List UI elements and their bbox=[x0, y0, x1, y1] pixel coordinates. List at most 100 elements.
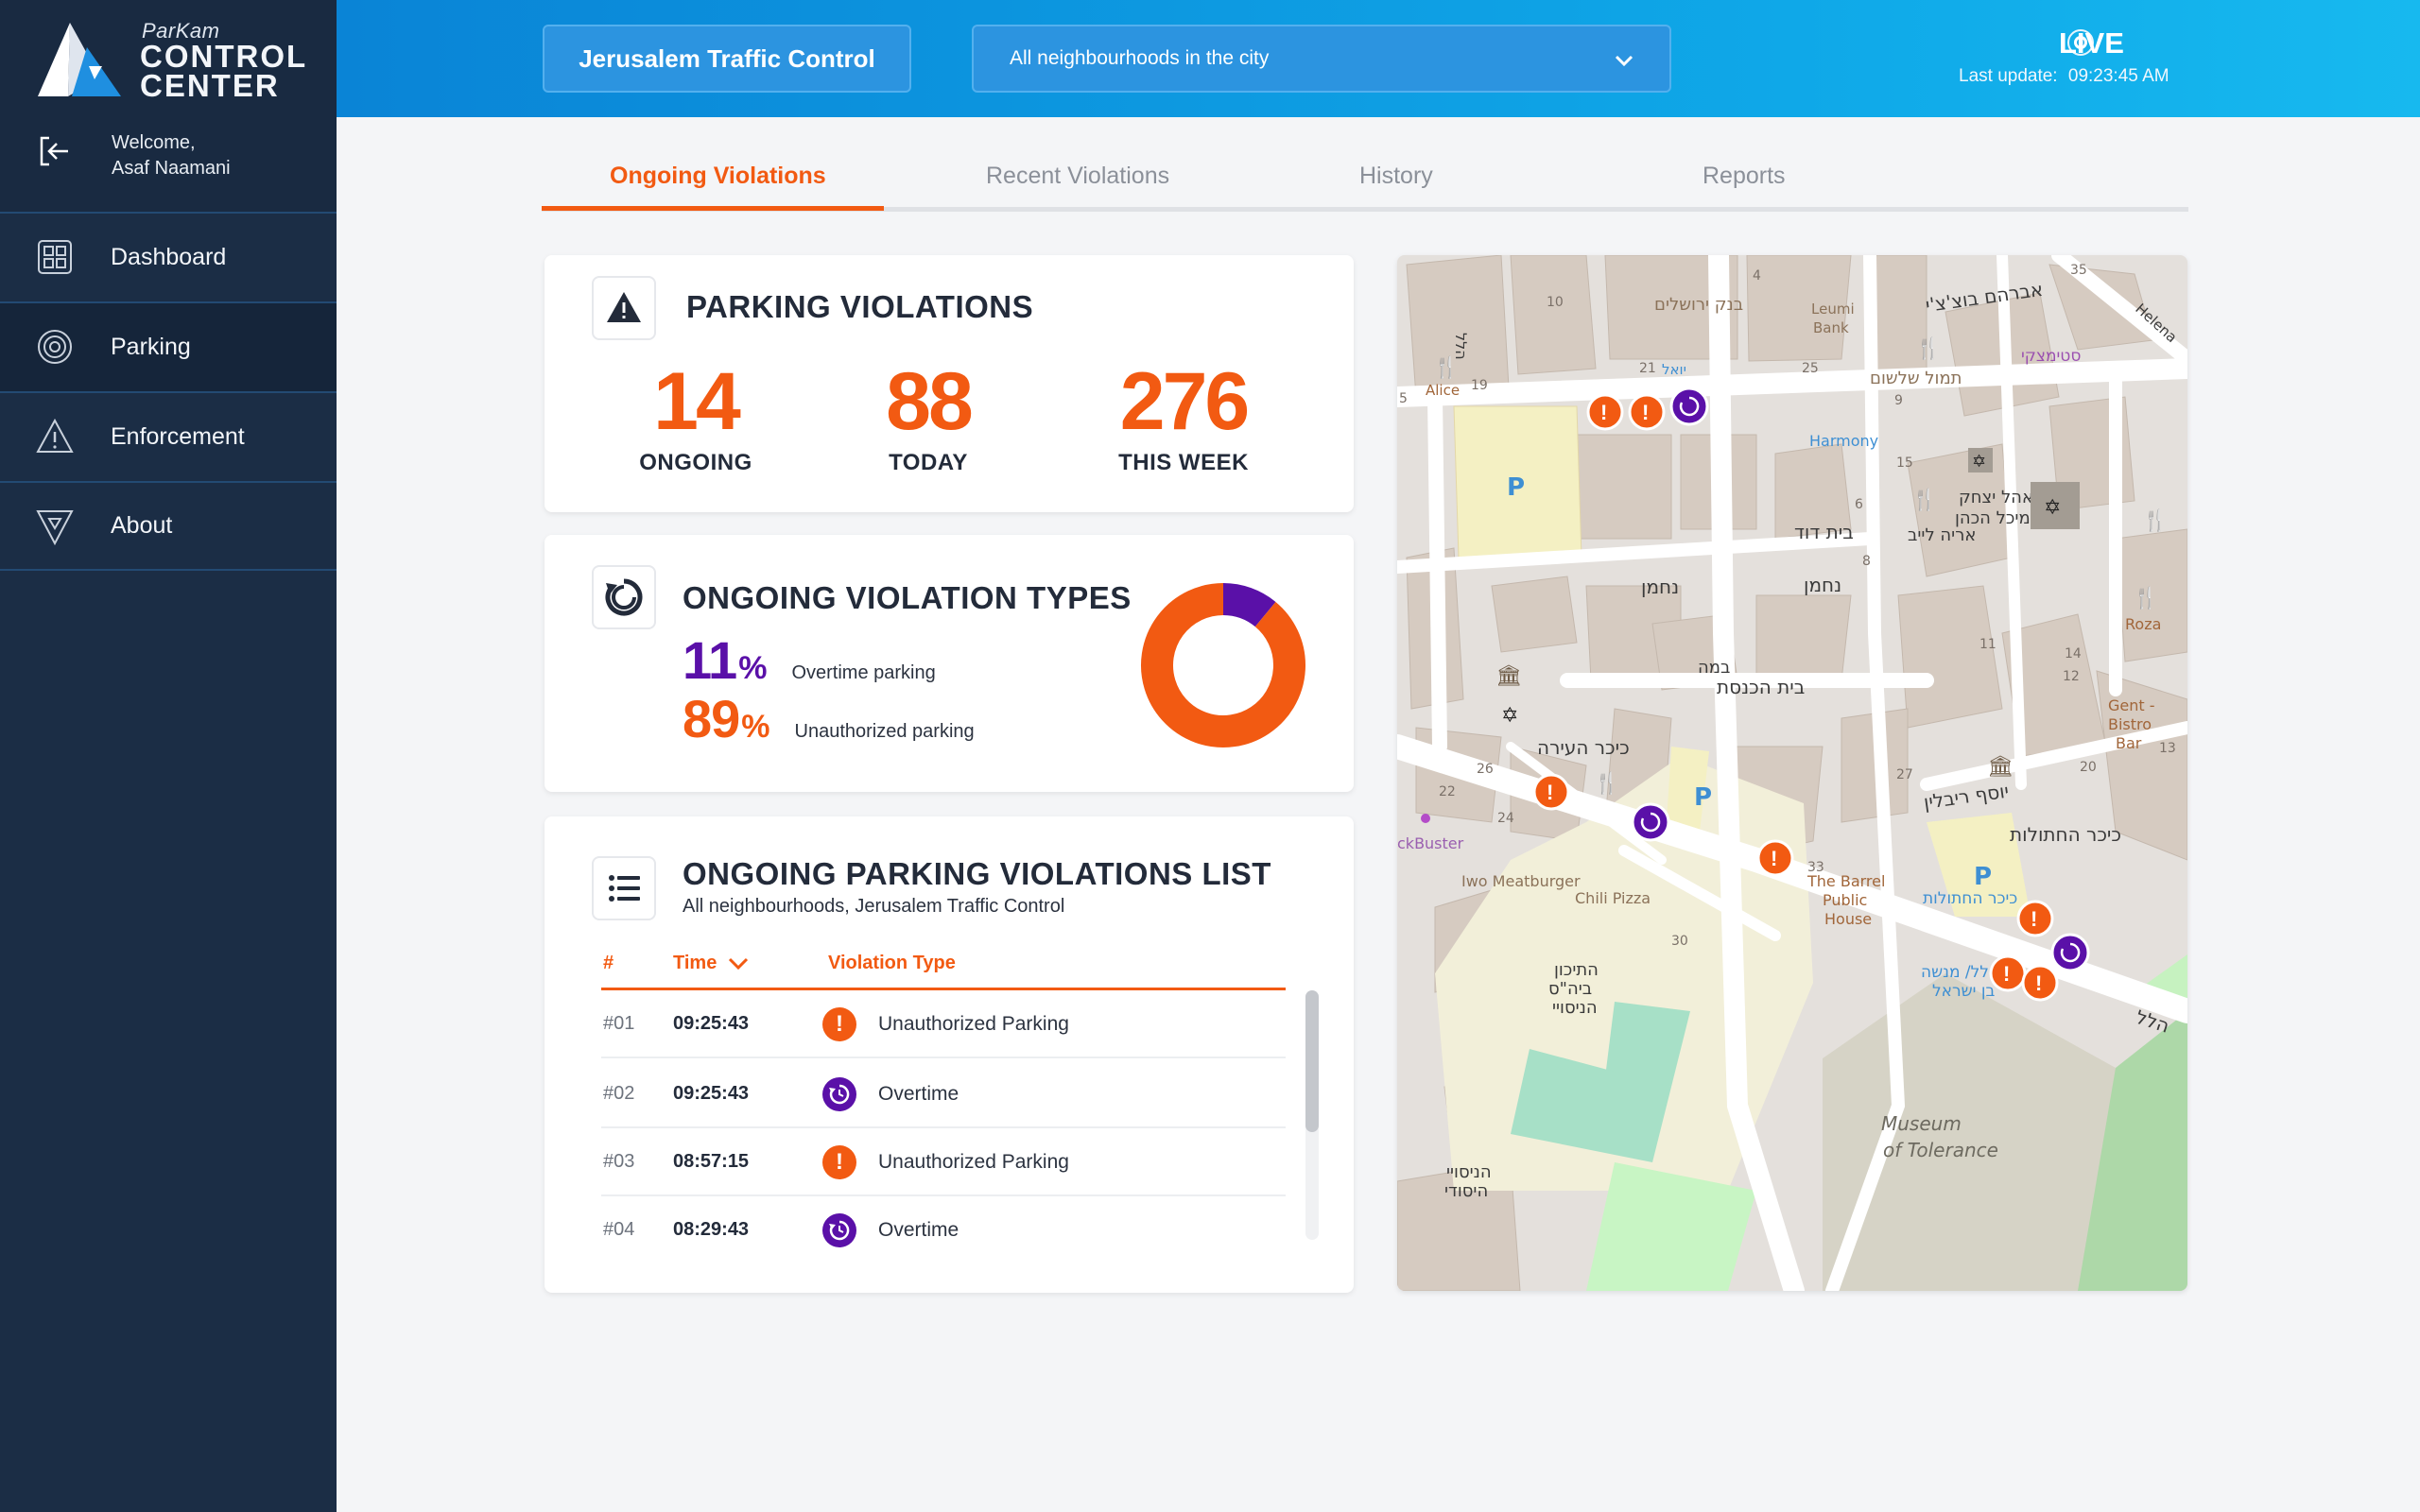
violation-markers[interactable]: ! ! ! ! ! ! ! bbox=[1532, 387, 2090, 1002]
svg-text:!: ! bbox=[1547, 781, 1553, 804]
row-time: 08:29:43 bbox=[673, 1219, 750, 1240]
svg-text:Museum: Museum bbox=[1881, 1112, 1962, 1135]
tab-reports[interactable]: Reports bbox=[1703, 163, 1786, 189]
svg-text:P: P bbox=[1974, 863, 1992, 891]
welcome-block bbox=[0, 117, 337, 212]
stat-value: 276 bbox=[1119, 356, 1251, 447]
top-header: Jerusalem Traffic Control All neighbourh… bbox=[337, 0, 2420, 117]
type-row-overtime: 11 % Overtime parking bbox=[683, 629, 936, 691]
stat-this-week: 276 THIS WEEK bbox=[1070, 359, 1297, 476]
svg-text:House: House bbox=[1824, 910, 1872, 928]
list-scrollbar-thumb[interactable] bbox=[1305, 990, 1319, 1132]
svg-text:of Tolerance: of Tolerance bbox=[1883, 1139, 1998, 1161]
unauthorized-alert-icon: ! bbox=[822, 1007, 856, 1041]
column-header-time[interactable]: Time bbox=[673, 953, 749, 974]
map-canvas[interactable]: Alice Leumi Bank Harmony Roza Gent - Bis… bbox=[1397, 255, 2187, 1291]
svg-text:25: 25 bbox=[1802, 361, 1819, 376]
table-row[interactable]: #01 09:25:43 ! Unauthorized Parking bbox=[601, 990, 1286, 1058]
overtime-marker bbox=[1631, 802, 1670, 842]
svg-text:Bar: Bar bbox=[2116, 734, 2142, 752]
map-poi-icons: 🍴 🍴 🍴 🍴 🍴 🍴 ✡ ✡ ✡ 🏛 🏛 bbox=[1421, 336, 2168, 823]
svg-text:!: ! bbox=[2031, 907, 2037, 931]
unauthorized-marker: ! bbox=[2016, 900, 2054, 937]
row-number: #01 bbox=[603, 1013, 635, 1034]
svg-text:33: 33 bbox=[1807, 860, 1824, 875]
violations-list-card: ONGOING PARKING VIOLATIONS LIST All neig… bbox=[544, 816, 1354, 1293]
row-time: 08:57:15 bbox=[673, 1151, 750, 1172]
tab-ongoing-violations[interactable]: Ongoing Violations bbox=[610, 163, 826, 189]
user-name: Asaf Naamani bbox=[112, 158, 231, 179]
last-update-label: Last update: bbox=[1959, 66, 2058, 86]
brand-small-text: ParKam bbox=[142, 19, 220, 43]
warning-icon bbox=[607, 292, 641, 322]
svg-text:9: 9 bbox=[1894, 393, 1903, 408]
neighbourhood-select[interactable]: All neighbourhoods in the city bbox=[972, 25, 1671, 93]
overtime-marker bbox=[2050, 933, 2090, 972]
unauthorized-marker: ! bbox=[1532, 773, 1570, 811]
list-scrollbar[interactable] bbox=[1305, 990, 1319, 1240]
table-row[interactable]: #03 08:57:15 ! Unauthorized Parking bbox=[601, 1128, 1286, 1196]
brand-title-line2: CENTER bbox=[140, 68, 280, 103]
card-title: PARKING VIOLATIONS bbox=[686, 289, 1034, 324]
svg-text:8: 8 bbox=[1862, 554, 1871, 569]
map-roads bbox=[1397, 255, 2187, 1291]
tab-recent-violations[interactable]: Recent Violations bbox=[986, 163, 1170, 189]
sports-field bbox=[1511, 1049, 1671, 1162]
svg-text:5: 5 bbox=[1399, 391, 1408, 406]
card-icon-box bbox=[592, 276, 656, 340]
svg-text:Harmony: Harmony bbox=[1809, 432, 1878, 450]
restaurant-icon: 🍴 bbox=[1911, 488, 1937, 512]
row-number: #04 bbox=[603, 1219, 635, 1240]
svg-text:נחמן: נחמן bbox=[1804, 574, 1841, 596]
sidebar-item-enforcement[interactable]: Enforcement bbox=[0, 391, 337, 481]
svg-text:10: 10 bbox=[1547, 295, 1564, 310]
svg-text:התיכון: התיכון bbox=[1554, 960, 1599, 980]
violation-types-donut-chart bbox=[1141, 583, 1305, 747]
logout-icon[interactable] bbox=[36, 132, 74, 170]
last-update-time: 09:23:45 AM bbox=[2067, 66, 2169, 86]
svg-text:Alice: Alice bbox=[1426, 382, 1460, 399]
organization-button[interactable]: Jerusalem Traffic Control bbox=[543, 25, 911, 93]
sidebar-item-dashboard[interactable]: Dashboard bbox=[0, 212, 337, 301]
svg-text:!: ! bbox=[1642, 401, 1649, 424]
row-number: #03 bbox=[603, 1151, 635, 1172]
table-row[interactable]: #04 08:29:43 Overtime bbox=[601, 1196, 1286, 1264]
list-icon bbox=[609, 875, 640, 902]
tab-history[interactable]: History bbox=[1359, 163, 1433, 189]
sidebar-item-parking[interactable]: Parking bbox=[0, 301, 337, 391]
unauthorized-marker: ! bbox=[2021, 964, 2059, 1002]
restaurant-icon: 🍴 bbox=[2133, 586, 2158, 610]
pct-label: Unauthorized parking bbox=[794, 721, 975, 742]
svg-text:ckBuster: ckBuster bbox=[1397, 834, 1464, 852]
svg-text:27: 27 bbox=[1896, 767, 1913, 782]
woodland-area bbox=[2078, 1011, 2187, 1291]
violations-map[interactable]: Alice Leumi Bank Harmony Roza Gent - Bis… bbox=[1397, 255, 2187, 1291]
svg-text:P: P bbox=[1694, 783, 1712, 812]
svg-text:במה: במה bbox=[1698, 658, 1730, 678]
sidebar-item-label: Dashboard bbox=[111, 244, 227, 270]
welcome-text: Welcome, Asaf Naamani bbox=[112, 130, 231, 181]
pct-sign: % bbox=[741, 709, 770, 745]
svg-text:19: 19 bbox=[1471, 378, 1488, 393]
sidebar-item-about[interactable]: About bbox=[0, 481, 337, 571]
svg-text:יואל: יואל bbox=[1662, 361, 1686, 378]
svg-text:בן ישראל: בן ישראל bbox=[1932, 982, 1996, 1001]
active-tab-underline bbox=[542, 206, 884, 211]
svg-text:!: ! bbox=[1771, 847, 1777, 870]
row-number: #02 bbox=[603, 1083, 635, 1104]
svg-text:כיכר העירה: כיכר העירה bbox=[1537, 736, 1630, 759]
map-labels: Alice Leumi Bank Harmony Roza Gent - Bis… bbox=[1397, 263, 2180, 1201]
poi-dot bbox=[1421, 814, 1430, 823]
sort-chevron-down-icon bbox=[729, 957, 749, 970]
restaurant-icon: 🍴 bbox=[1433, 355, 1459, 380]
svg-text:לל/ מנשה: לל/ מנשה bbox=[1921, 963, 1989, 982]
row-time: 09:25:43 bbox=[673, 1083, 750, 1104]
sidebar-item-label: Enforcement bbox=[111, 423, 245, 450]
violation-tabs: Ongoing Violations Recent Violations His… bbox=[542, 157, 2188, 212]
table-row[interactable]: #02 09:25:43 Overtime bbox=[601, 1060, 1286, 1128]
card-title: ONGOING VIOLATION TYPES bbox=[683, 580, 1132, 615]
svg-text:24: 24 bbox=[1497, 811, 1514, 826]
svg-text:Bistro: Bistro bbox=[2108, 715, 2152, 733]
svg-text:4: 4 bbox=[1753, 268, 1761, 284]
neighbourhood-select-value: All neighbourhoods in the city bbox=[1010, 47, 1270, 69]
